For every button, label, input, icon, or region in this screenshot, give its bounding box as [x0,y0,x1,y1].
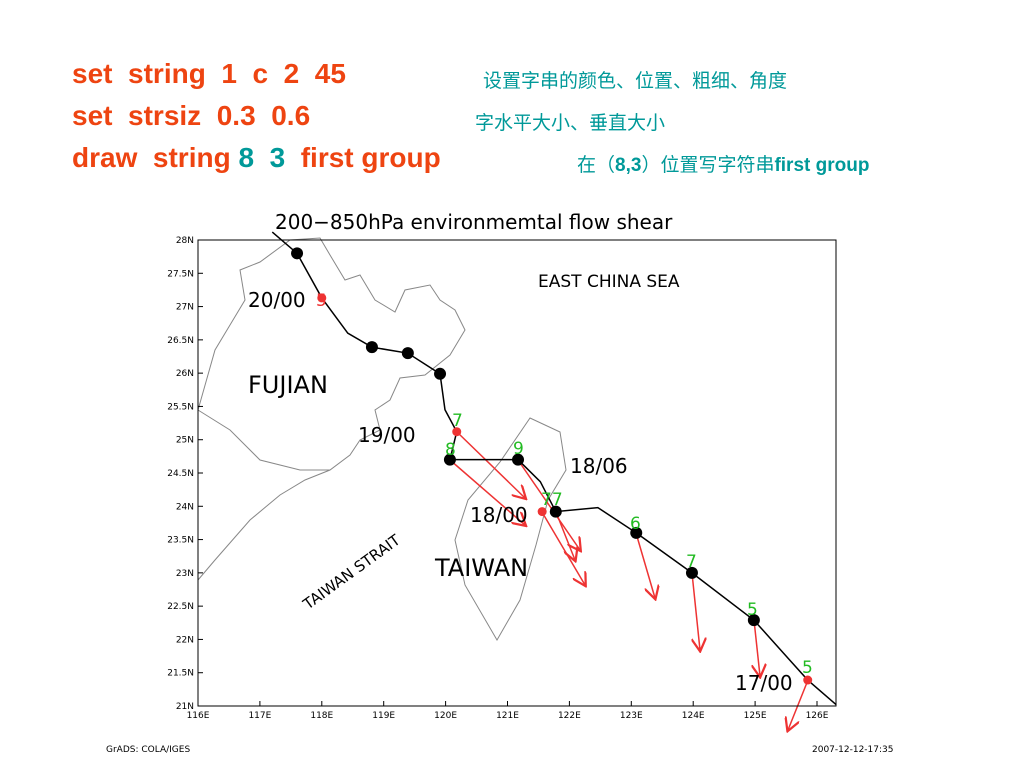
number-label: 5 [316,291,327,311]
x-tick-label: 121E [496,711,519,721]
y-tick-label: 25N [176,436,194,446]
number-label: 9 [513,439,524,459]
track-point [549,505,562,518]
command-line: set string 1 c 2 45 [72,58,346,89]
command-line: set strsiz 0.3 0.6 [72,100,311,131]
y-tick-label: 23N [176,569,194,579]
track-point [512,453,525,466]
track-point [291,247,304,260]
shear-arrows [449,431,809,730]
number-label: 7 [452,411,463,431]
track-point [443,453,456,466]
x-tick-label: 124E [682,711,705,721]
track-point [401,347,414,360]
y-tick-label: 23.5N [167,536,194,546]
note-part: first group [774,155,870,176]
time-label: 18/00 [470,503,528,527]
number-label: 6 [630,514,641,534]
y-tick-label: 21N [176,702,194,712]
region-label: EAST CHINA SEA [538,272,680,292]
y-tick-label: 22.5N [167,602,194,612]
track-point [317,293,327,303]
x-tick-label: 123E [620,711,643,721]
y-tick-label: 22N [176,635,194,645]
note-part: ）位置写字符串 [641,155,775,176]
region-label: FUJIAN [248,371,328,399]
command-note: 字水平大小、垂直大小 [475,113,666,134]
number-label: 7 [686,552,697,572]
x-tick-label: 125E [744,711,767,721]
command-note: 在（8,3）位置写字符串first group [577,150,869,177]
track-line [271,231,837,706]
time-label: 17/00 [735,671,793,695]
x-tick-label: 118E [310,711,333,721]
number-label: 8 [445,440,456,460]
x-tick-label: 119E [372,711,395,721]
command-note: 设置字串的颜色、位置、粗细、角度 [483,71,788,92]
y-tick-label: 24.5N [167,469,194,479]
y-tick-label: 26N [176,369,194,379]
x-tick-label: 126E [806,711,829,721]
command-part: 8 3 [238,142,286,173]
y-tick-label: 26.5N [167,336,194,346]
note-part: 8,3 [615,155,642,176]
track-point [630,526,643,539]
y-tick-label: 24N [176,502,194,512]
x-tick-label: 120E [434,711,457,721]
number-label: 77 [541,490,563,510]
track-point [452,427,462,437]
command-part: first group [285,142,441,173]
time-label: 20/00 [248,288,306,312]
x-tick-label: 122E [558,711,581,721]
coastlines [197,237,567,641]
time-label: 18/06 [570,454,628,478]
track-point [685,566,698,579]
y-tick-label: 27N [176,303,194,313]
x-tick-label: 117E [248,711,271,721]
note-part: 在（ [577,155,616,176]
number-label: 5 [747,600,758,620]
y-tick-label: 28N [176,236,194,246]
region-label: TAIWAN STRAIT [299,530,404,613]
y-tick-label: 25.5N [167,402,194,412]
time-label: 19/00 [358,423,416,447]
number-label: 5 [802,658,813,678]
track-point [365,341,378,354]
track-point [434,367,447,380]
footer-right: 2007-12-12-17:35 [812,745,894,755]
track-point [747,614,760,627]
x-tick-label: 116E [187,711,210,721]
footer-left: GrADS: COLA/IGES [106,745,190,755]
region-label: TAIWAN [434,554,528,582]
command-line: draw string 8 3 first group [72,142,441,174]
y-tick-label: 27.5N [167,269,194,279]
y-tick-label: 21.5N [167,669,194,679]
track-point [537,507,547,517]
command-part: draw string [72,142,239,173]
track-point [803,675,813,685]
map-title: 200−850hPa environmemtal flow shear [275,210,673,234]
